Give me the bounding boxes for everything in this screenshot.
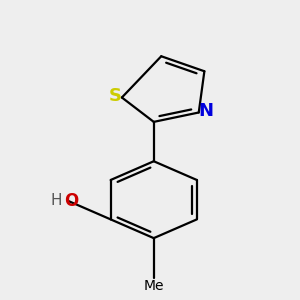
- Text: Me: Me: [143, 279, 164, 293]
- Text: O: O: [64, 192, 78, 210]
- Text: S: S: [109, 87, 122, 105]
- Text: N: N: [199, 102, 214, 120]
- Text: H: H: [50, 193, 62, 208]
